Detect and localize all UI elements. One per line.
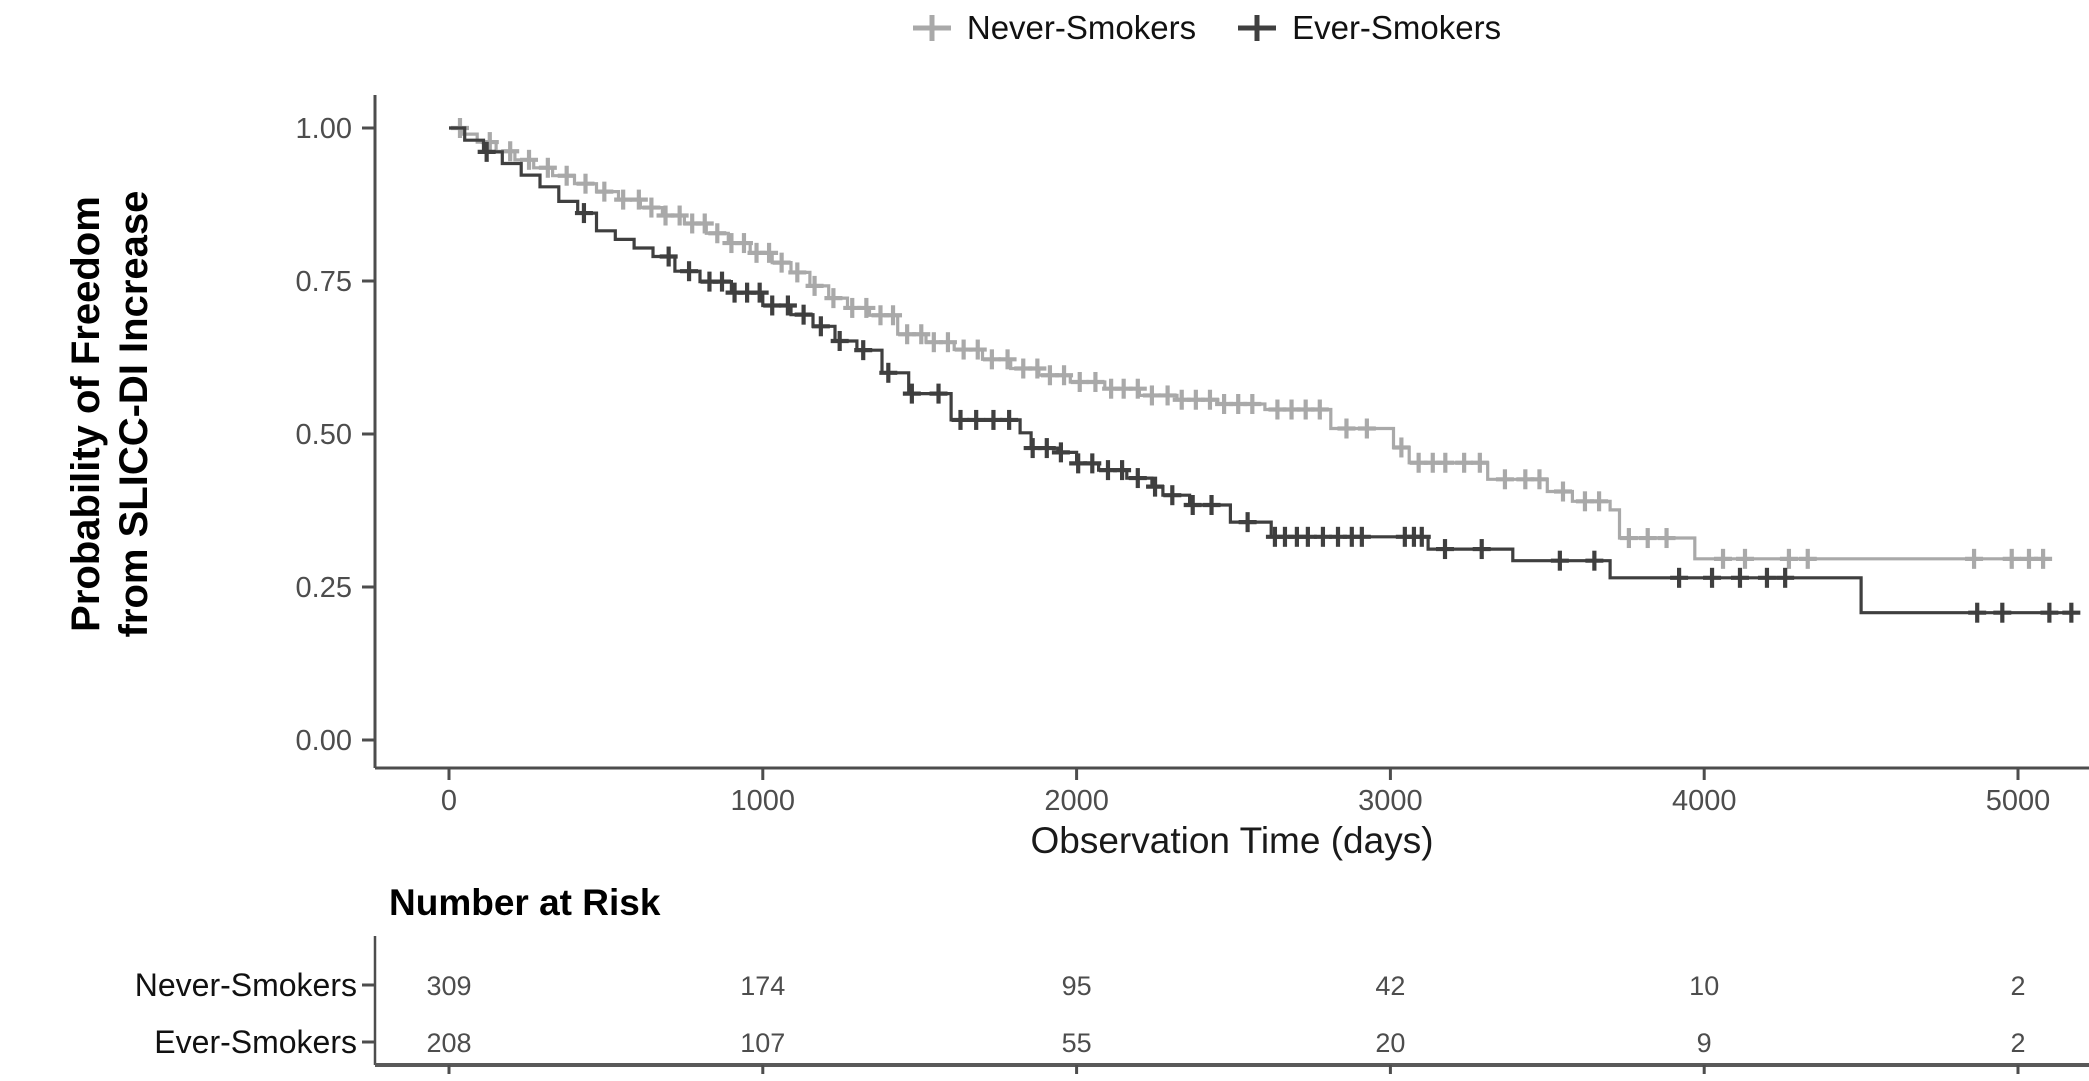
y-axis-title-line1: Probability of Freedom [64,196,108,632]
risk-count: 2 [2010,1028,2025,1058]
risk-count: 174 [740,971,785,1001]
x-tick-label: 0 [441,785,457,817]
risk-table-title: Number at Risk [389,882,661,923]
legend-item-never-smokers: Never-Smokers [912,9,1197,47]
risk-count: 208 [426,1028,471,1058]
y-axis-title-line2: from SLICC-DI Increase [112,190,156,638]
ever-smokers-plus-marker-icon [1238,15,1277,41]
risk-row-label-ever-smokers: Ever-Smokers [154,1024,357,1060]
x-tick-label: 3000 [1358,785,1423,817]
chart-legend: Never-Smokers Ever-Smokers [350,6,2064,50]
risk-row-label-never-smokers: Never-Smokers [134,967,357,1003]
y-tick-label: 0.25 [296,572,352,604]
legend-label-never-smokers: Never-Smokers [966,9,1197,46]
x-axis-title: Observation Time (days) [1030,820,1434,861]
risk-count: 309 [426,971,471,1001]
risk-count: 95 [1062,971,1092,1001]
never-smokers-survival-curve [449,126,2044,561]
never-smokers-plus-marker-icon [912,15,951,41]
risk-count: 107 [740,1028,785,1058]
risk-count: 20 [1375,1028,1405,1058]
y-axis-title: Probability of Freedom from SLICC-DI Inc… [62,104,158,724]
legend-label-ever-smokers: Ever-Smokers [1292,9,1502,46]
risk-count: 2 [2010,971,2025,1001]
legend-item-ever-smokers: Ever-Smokers [1238,9,1501,47]
risk-count: 42 [1375,971,1405,1001]
x-tick-label: 5000 [1986,785,2051,817]
risk-count: 9 [1697,1028,1712,1058]
y-tick-label: 0.75 [296,266,352,298]
risk-count: 55 [1062,1028,1092,1058]
x-tick-label: 1000 [731,785,796,817]
risk-count: 10 [1689,971,1719,1001]
y-tick-label: 0.00 [296,725,352,757]
y-tick-label: 0.50 [296,419,352,451]
y-tick-label: 1.00 [296,113,352,145]
ever-smokers-survival-curve [449,126,2075,615]
x-tick-label: 4000 [1672,785,1737,817]
x-tick-label: 2000 [1044,785,1109,817]
